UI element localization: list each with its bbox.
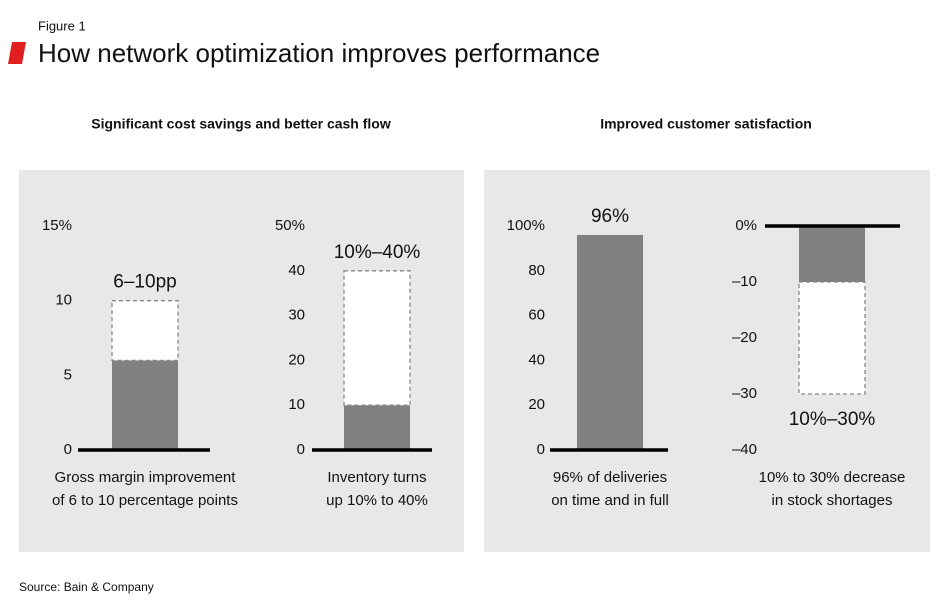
y-tick-label: 15% bbox=[42, 217, 72, 234]
y-tick-label: 50% bbox=[275, 217, 305, 234]
bar bbox=[799, 226, 865, 282]
y-tick-label: 0 bbox=[537, 441, 545, 458]
y-tick-label: 10 bbox=[55, 292, 72, 309]
y-tick-label: 30 bbox=[288, 307, 305, 324]
title-accent bbox=[8, 42, 26, 64]
value-label: 10%–30% bbox=[789, 409, 876, 430]
y-tick-label: 100% bbox=[507, 217, 545, 234]
y-tick-label: –30 bbox=[732, 385, 757, 402]
y-tick-label: 20 bbox=[528, 396, 545, 413]
bar bbox=[344, 405, 410, 450]
y-tick-label: 40 bbox=[288, 262, 305, 279]
y-tick-label: 5 bbox=[64, 366, 72, 383]
value-label: 10%–40% bbox=[334, 242, 421, 263]
y-tick-label: 60 bbox=[528, 307, 545, 324]
y-tick-label: 0 bbox=[64, 441, 72, 458]
y-tick-label: –40 bbox=[732, 441, 757, 458]
caption: Inventory turns bbox=[327, 469, 426, 486]
y-tick-label: 0 bbox=[297, 441, 305, 458]
panel-title: Significant cost savings and better cash… bbox=[91, 116, 391, 132]
y-tick-label: 20 bbox=[288, 351, 305, 368]
caption: 96% of deliveries bbox=[553, 469, 667, 486]
caption: Gross margin improvement bbox=[55, 469, 237, 486]
range-box bbox=[343, 270, 411, 406]
y-tick-label: 0% bbox=[735, 217, 757, 234]
y-tick-label: 40 bbox=[528, 351, 545, 368]
source: Source: Bain & Company bbox=[19, 580, 154, 594]
value-label: 6–10pp bbox=[113, 272, 176, 293]
panel-title: Improved customer satisfaction bbox=[600, 116, 812, 132]
caption: 10% to 30% decrease bbox=[759, 469, 906, 486]
y-tick-label: –10 bbox=[732, 273, 757, 290]
y-tick-label: –20 bbox=[732, 329, 757, 346]
value-label: 96% bbox=[591, 206, 629, 227]
bar bbox=[112, 360, 178, 450]
y-tick-label: 10 bbox=[288, 396, 305, 413]
chart-title: How network optimization improves perfor… bbox=[38, 38, 600, 68]
caption: in stock shortages bbox=[772, 492, 893, 509]
caption: up 10% to 40% bbox=[326, 492, 428, 509]
figure-label: Figure 1 bbox=[38, 18, 86, 33]
caption: of 6 to 10 percentage points bbox=[52, 492, 238, 509]
bar bbox=[577, 234, 643, 450]
caption: on time and in full bbox=[551, 492, 669, 509]
range-box bbox=[798, 281, 866, 395]
y-tick-label: 80 bbox=[528, 262, 545, 279]
range-box bbox=[111, 300, 179, 362]
